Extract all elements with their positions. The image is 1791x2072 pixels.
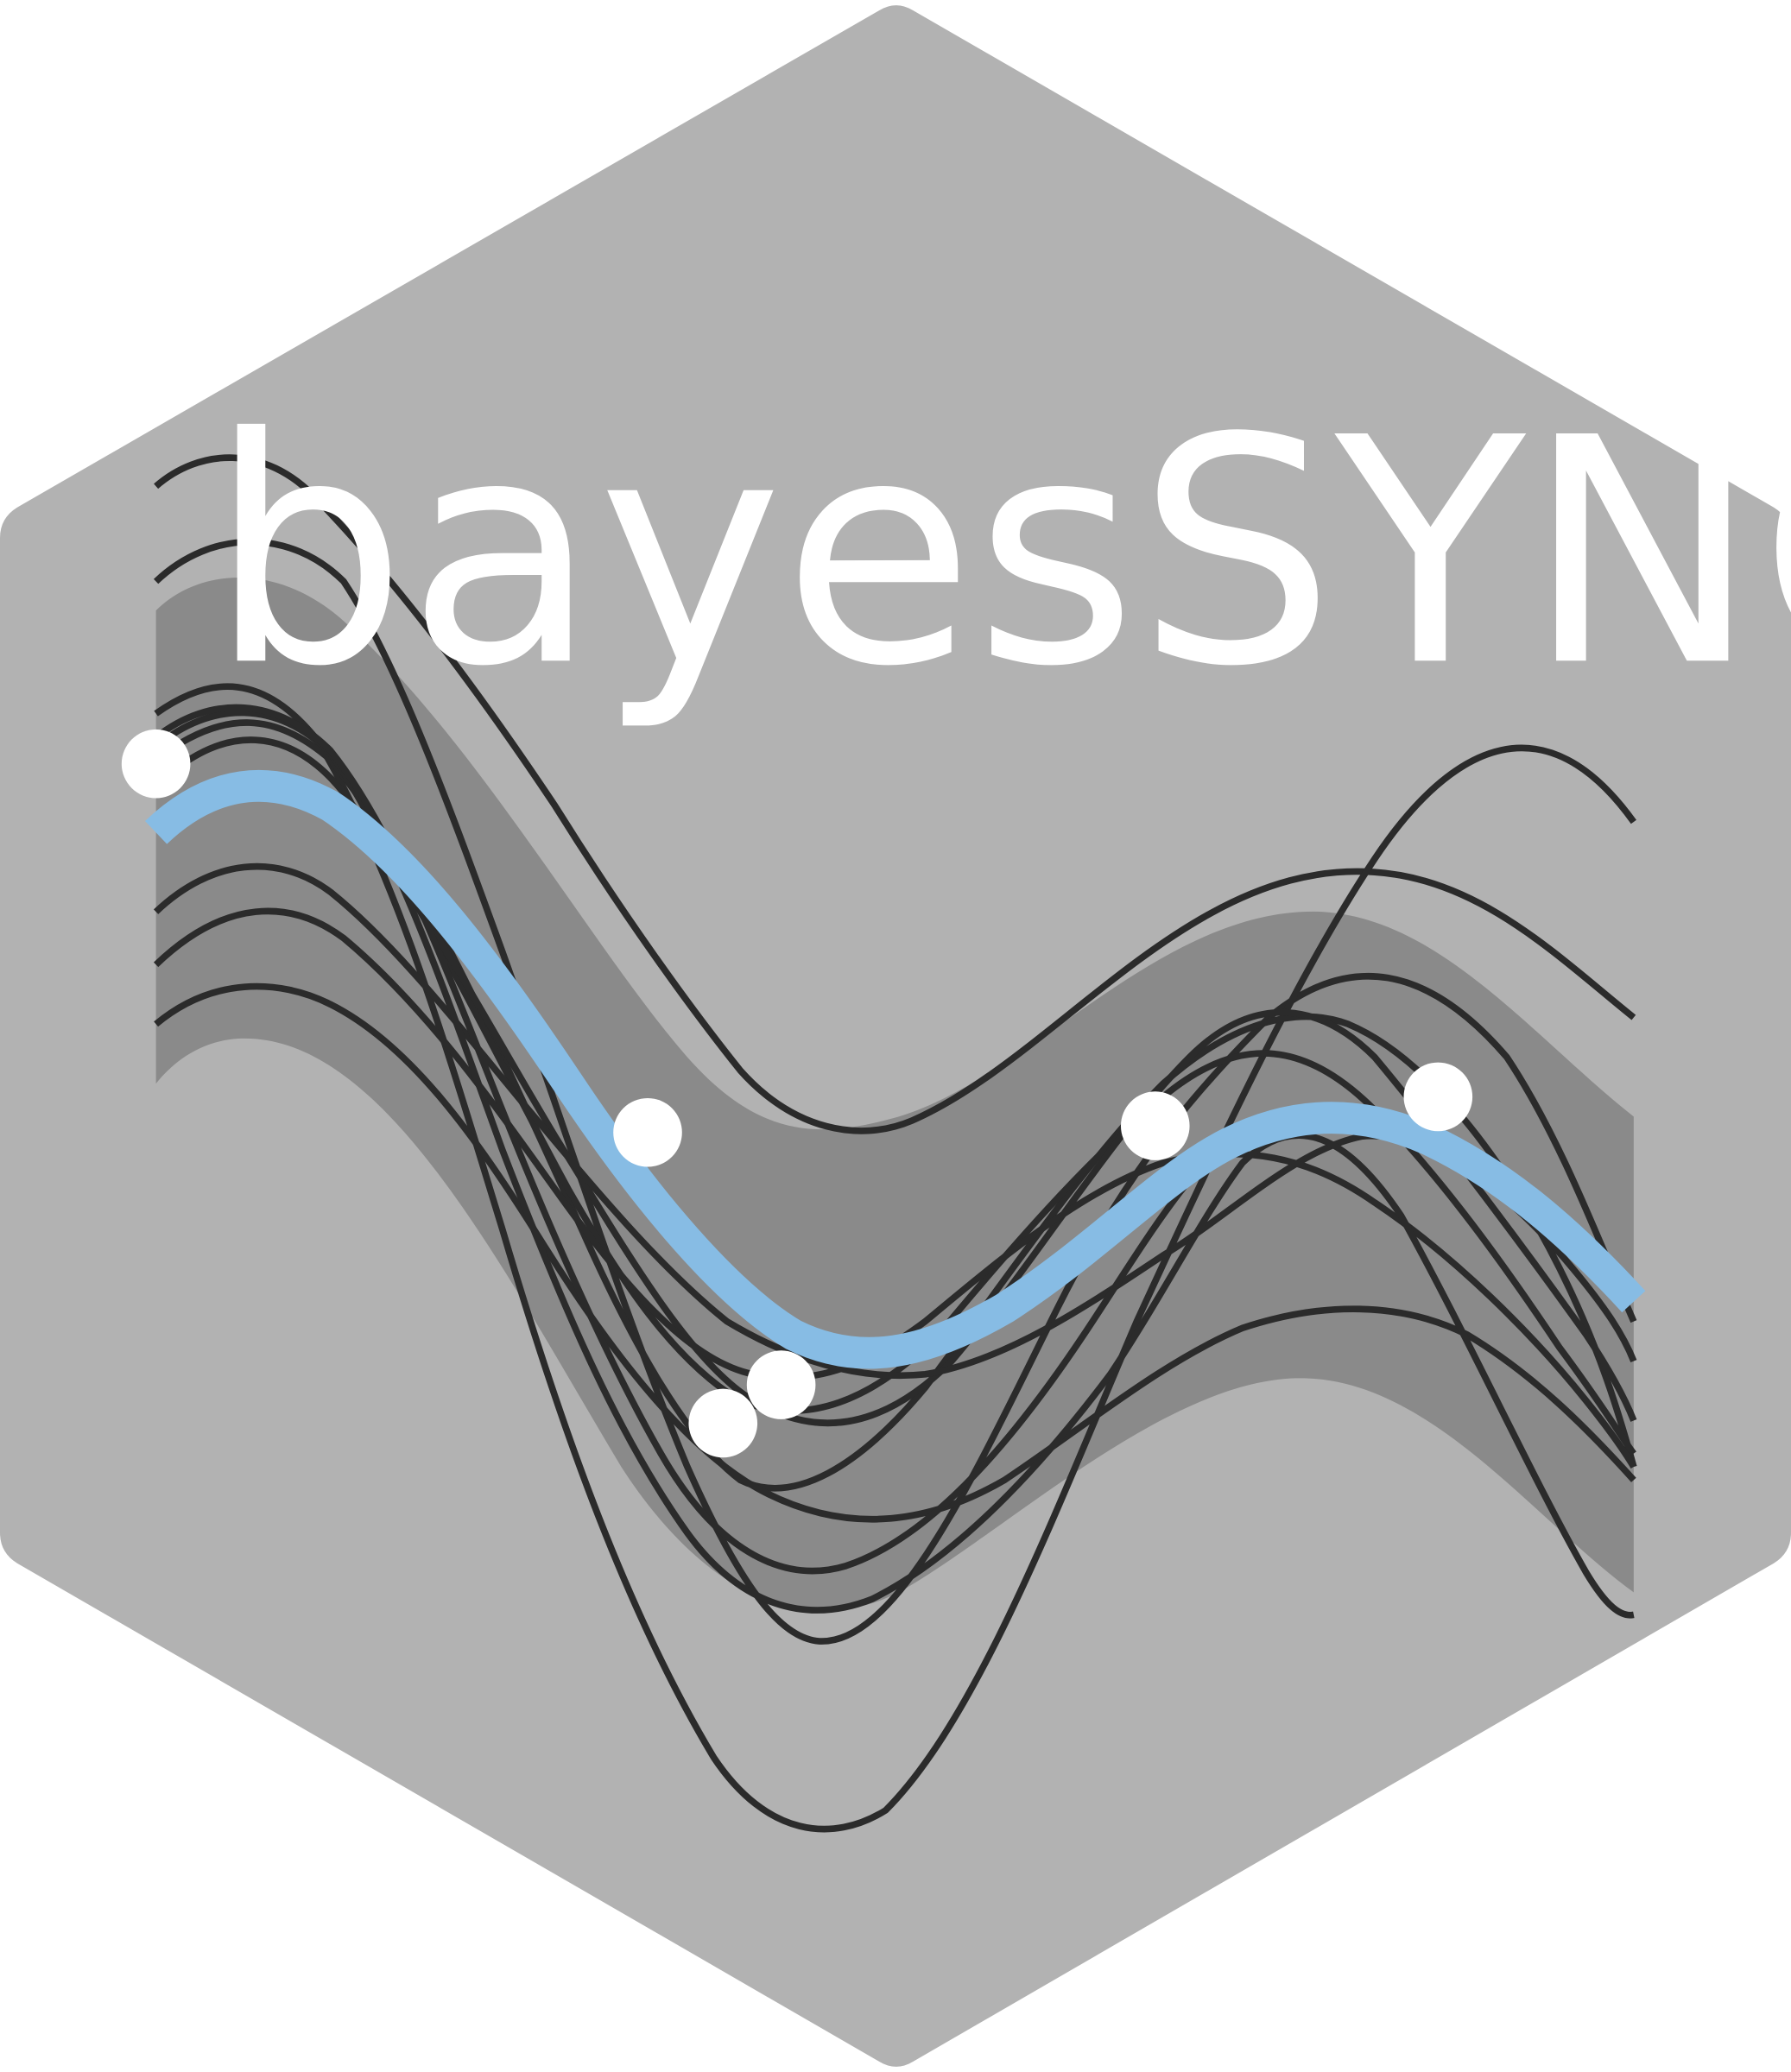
- data-point: [613, 1097, 682, 1167]
- credible-band: [155, 578, 1634, 1612]
- data-points: [121, 729, 1473, 1458]
- mean-curve: [144, 770, 1646, 1369]
- sample-curve: [154, 982, 1636, 1523]
- sample-curve: [154, 683, 1636, 1833]
- sample-curve: [154, 709, 1635, 1619]
- sample-curve: [154, 454, 1636, 1134]
- sample-curve: [154, 704, 1244, 1575]
- data-point: [688, 1388, 758, 1458]
- data-point: [746, 1350, 816, 1419]
- logo-title: bayesSYNC: [209, 372, 1791, 735]
- data-point: [121, 729, 191, 799]
- hexagon-background: [0, 5, 1791, 2067]
- sample-curve: [153, 538, 1637, 1645]
- data-point: [1120, 1091, 1190, 1160]
- data-point: [1403, 1062, 1473, 1132]
